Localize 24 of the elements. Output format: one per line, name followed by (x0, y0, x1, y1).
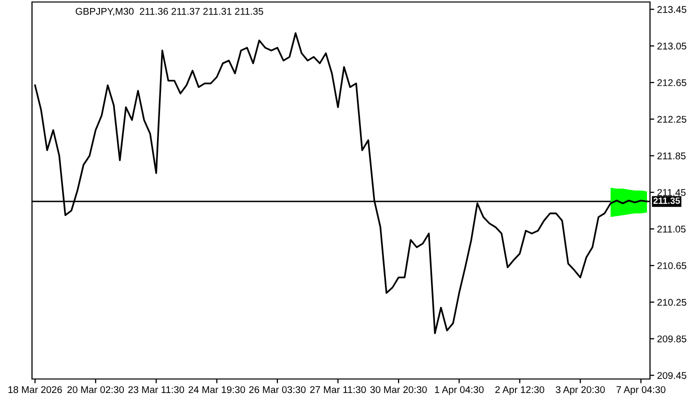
x-tick-label: 1 Apr 04:30 (435, 386, 484, 396)
y-tick-label: 213.45 (657, 6, 686, 13)
y-tick-label: 210.65 (657, 262, 686, 270)
ref-line-label: 211.35 (653, 198, 680, 204)
y-tick-label: 211.45 (657, 189, 686, 196)
x-tick-label: 2 Apr 12:30 (495, 386, 544, 396)
x-tick-label: 26 Mar 03:30 (249, 386, 306, 394)
x-tick-label: 18 Mar 2026 (8, 386, 62, 394)
x-tick-label: 27 Mar 11:30 (310, 386, 366, 394)
y-tick-label: 209.45 (657, 372, 686, 379)
x-tick-label: 20 Mar 02:30 (67, 386, 124, 394)
y-tick-label: 212.25 (657, 116, 686, 123)
text: GBPJPY,M30 211.36 211.37 211.31 211.35 (76, 8, 264, 16)
x-tick-label: 30 Mar 20:30 (370, 386, 427, 394)
y-tick-label: 210.25 (657, 298, 686, 306)
y-tick-label: 211.05 (657, 226, 686, 233)
x-tick-label: 7 Apr 04:30 (616, 386, 666, 396)
y-tick-label: 209.85 (657, 335, 686, 342)
y-tick-label: 211.85 (657, 152, 686, 160)
x-tick-label: 3 Apr 20:30 (556, 386, 605, 396)
x-tick-label: 24 Mar 19:30 (188, 386, 246, 394)
y-tick-label: 213.05 (657, 42, 686, 50)
y-tick-label: 212.65 (657, 79, 686, 86)
x-tick-label: 23 Mar 11:30 (128, 386, 184, 394)
